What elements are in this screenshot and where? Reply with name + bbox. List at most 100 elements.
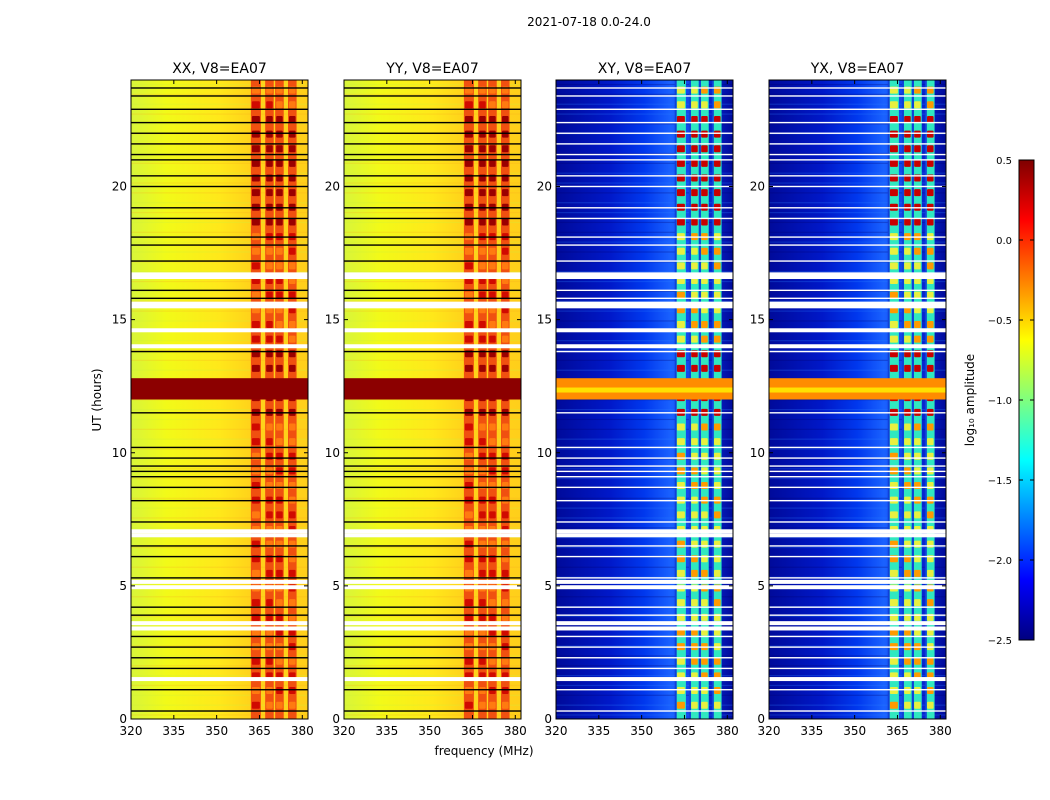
rfi-burst: [502, 115, 509, 123]
rfi-burst: [276, 364, 283, 372]
texture-streak: [556, 300, 733, 302]
flag-line: [344, 486, 521, 489]
axes-frame: [555, 79, 734, 720]
rfi-burst: [889, 511, 898, 519]
rfi-burst: [479, 687, 486, 695]
rfi-burst: [479, 247, 486, 255]
texture-streak: [344, 448, 521, 450]
rfi-burst: [251, 657, 260, 665]
flag-gap: [131, 304, 308, 309]
flag-line: [556, 689, 733, 691]
texture-streak: [769, 546, 946, 549]
rfi-burst: [266, 599, 273, 607]
rfi-burst: [691, 247, 698, 255]
texture-streak: [131, 113, 308, 115]
flag-gap: [344, 328, 521, 333]
texture-streak: [556, 172, 733, 174]
rfi-burst: [714, 189, 721, 197]
texture-streak: [344, 428, 521, 430]
rfi-burst: [464, 438, 473, 446]
flag-gap: [344, 579, 521, 584]
texture-streak: [556, 399, 733, 401]
rfi-burst: [889, 364, 898, 372]
texture-streak: [769, 300, 946, 302]
rfi-burst: [251, 438, 260, 446]
texture-streak: [769, 340, 946, 342]
rfi-burst: [914, 145, 921, 153]
texture-streak: [769, 448, 946, 450]
texture-streak: [556, 556, 733, 558]
texture-streak: [131, 487, 308, 490]
texture-streak: [344, 221, 521, 224]
rfi-burst: [251, 291, 260, 299]
texture-streak: [769, 349, 946, 352]
rfi-burst: [714, 599, 721, 607]
flag-line: [131, 185, 308, 188]
flag-line: [344, 545, 521, 547]
texture-streak: [131, 576, 308, 578]
rfi-burst: [251, 115, 260, 123]
rfi-burst: [489, 130, 496, 138]
texture-streak: [344, 527, 521, 529]
texture-streak: [556, 369, 733, 371]
texture-streak: [131, 369, 308, 371]
flag-line: [556, 646, 733, 648]
rfi-burst: [676, 101, 685, 109]
panel-yy: YY, V8=EA07 320 335 350 365 380 0 5 10 15 20: [325, 61, 527, 738]
rfi-burst: [927, 511, 934, 519]
rfi-burst: [502, 438, 509, 446]
texture-streak: [344, 83, 521, 86]
texture-streak: [769, 418, 946, 421]
texture-streak: [769, 271, 946, 273]
rfi-burst: [479, 438, 486, 446]
rfi-burst: [701, 364, 708, 372]
rfi-burst: [927, 423, 934, 431]
flag-line: [769, 121, 946, 124]
rfi-burst: [889, 657, 898, 665]
rfi-burst: [889, 130, 898, 138]
rfi-burst: [904, 101, 911, 109]
texture-streak: [769, 409, 946, 411]
texture-streak: [769, 202, 946, 204]
rfi-burst: [691, 291, 698, 299]
rfi-burst: [701, 115, 708, 123]
rfi-burst: [502, 291, 509, 299]
flag-line: [131, 412, 308, 414]
texture-streak: [769, 251, 946, 253]
x-tick-label: 335: [800, 724, 823, 738]
texture-streak: [769, 162, 946, 164]
flag-line: [344, 446, 521, 449]
rfi-burst: [266, 569, 273, 577]
rfi-burst: [464, 291, 473, 299]
rfi-burst: [276, 189, 283, 197]
rfi-burst: [464, 657, 473, 665]
flag-line: [131, 236, 308, 238]
rfi-burst: [289, 130, 296, 138]
rfi-burst: [676, 218, 685, 226]
texture-streak: [769, 113, 946, 115]
flag-gap: [769, 677, 946, 682]
texture-streak: [131, 83, 308, 86]
rfi-burst: [464, 423, 473, 431]
rfi-burst: [927, 569, 934, 577]
texture-streak: [131, 537, 308, 539]
flag-gap: [131, 677, 308, 682]
texture-streak: [131, 290, 308, 293]
rfi-burst: [914, 511, 921, 519]
colorbar-tick-label: −1.0: [988, 396, 1012, 407]
texture-streak: [131, 458, 308, 460]
texture-streak: [769, 468, 946, 470]
flag-line: [131, 470, 308, 473]
texture-streak: [769, 241, 946, 243]
flag-line: [769, 297, 946, 300]
texture-streak: [344, 261, 521, 263]
texture-streak: [344, 625, 521, 627]
rfi-burst: [289, 291, 296, 299]
texture-streak: [344, 566, 521, 568]
texture-streak: [556, 418, 733, 421]
flag-line: [131, 635, 308, 638]
colorbar: 0.5 0.0 −0.5 −1.0 −1.5 −2.0 −2.5 log₁₀ amplitu…: [963, 156, 1035, 647]
flag-line: [769, 635, 946, 638]
texture-streak: [131, 93, 308, 95]
